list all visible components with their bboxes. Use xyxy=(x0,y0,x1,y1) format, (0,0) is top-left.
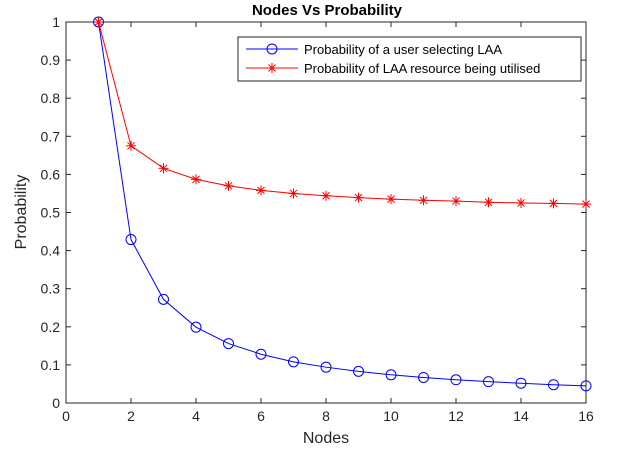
x-tick-label: 14 xyxy=(513,408,529,424)
series-2-point xyxy=(451,196,461,207)
legend-marker-series-2 xyxy=(267,63,277,73)
x-tick-label: 0 xyxy=(62,408,70,424)
axis-ticks: 0 2 4 6 8 10 12 14 16 0 0.1 0.2 0.3 0.4 0.5 0.6 0.7 0.8 0.… xyxy=(41,14,594,424)
y-tick-label: 0.3 xyxy=(41,281,61,297)
series-1-point xyxy=(548,379,559,391)
y-tick-label: 1 xyxy=(52,14,60,30)
series-2-point xyxy=(191,174,201,185)
series-1-point xyxy=(255,348,267,360)
x-tick-label: 12 xyxy=(448,408,464,424)
chart-title: Nodes Vs Probability xyxy=(252,2,403,19)
series-2-point xyxy=(581,199,591,210)
plot-area xyxy=(65,21,587,404)
series-2-point xyxy=(288,188,299,199)
series-1-point xyxy=(190,321,202,333)
series-1-point xyxy=(580,380,592,392)
series-2-point xyxy=(548,198,559,209)
y-tick-label: 0 xyxy=(52,395,60,411)
x-tick-label: 8 xyxy=(322,408,330,424)
x-axis-title: Nodes xyxy=(303,430,349,447)
series-1-point xyxy=(450,374,462,386)
series-1-point xyxy=(353,365,364,377)
series-2-point xyxy=(126,140,136,151)
y-tick-label: 0.8 xyxy=(41,90,61,106)
series-layer xyxy=(93,16,592,392)
series-2-point xyxy=(93,17,104,27)
series-2-point xyxy=(158,163,169,174)
series-1-point xyxy=(125,234,137,246)
x-tick-label: 16 xyxy=(578,408,594,424)
x-tick-label: 6 xyxy=(257,408,265,424)
series-2-point xyxy=(418,195,429,206)
series-2-line xyxy=(98,21,587,205)
series-2-point xyxy=(386,194,396,205)
legend: Probability of a user selecting LAA Prob… xyxy=(237,36,582,82)
legend-box xyxy=(237,36,582,82)
y-tick-label: 0.5 xyxy=(41,205,61,221)
series-1-point xyxy=(320,361,332,373)
y-tick-label: 0.6 xyxy=(41,166,61,182)
series-2-point xyxy=(223,180,234,191)
x-tick-label: 10 xyxy=(383,408,399,424)
series-1-line xyxy=(98,21,587,387)
y-tick-label: 0.1 xyxy=(41,357,61,373)
series-2-point xyxy=(321,190,331,201)
y-axis-title: Probability xyxy=(13,175,30,250)
series-1-point xyxy=(158,293,169,305)
series-1-point xyxy=(483,376,494,388)
legend-marker-series-1 xyxy=(266,43,278,55)
y-tick-label: 0.9 xyxy=(41,52,61,68)
series-1-point xyxy=(223,338,234,350)
legend-label-series-2: Probability of LAA resource being utilis… xyxy=(304,61,540,76)
series-1-point xyxy=(418,371,429,383)
series-1-point xyxy=(288,356,299,368)
series-1-point xyxy=(515,377,527,389)
series-2-point xyxy=(353,192,364,203)
series-2-point xyxy=(483,197,494,208)
y-tick-label: 0.2 xyxy=(41,319,61,335)
y-tick-label: 0.4 xyxy=(41,243,61,259)
series-2-point xyxy=(516,197,526,208)
y-tick-label: 0.7 xyxy=(41,128,61,144)
series-1-point xyxy=(385,369,397,381)
legend-label-series-1: Probability of a user selecting LAA xyxy=(304,42,502,57)
series-2-point xyxy=(256,185,266,196)
x-tick-label: 4 xyxy=(192,408,200,424)
x-tick-label: 2 xyxy=(127,408,135,424)
